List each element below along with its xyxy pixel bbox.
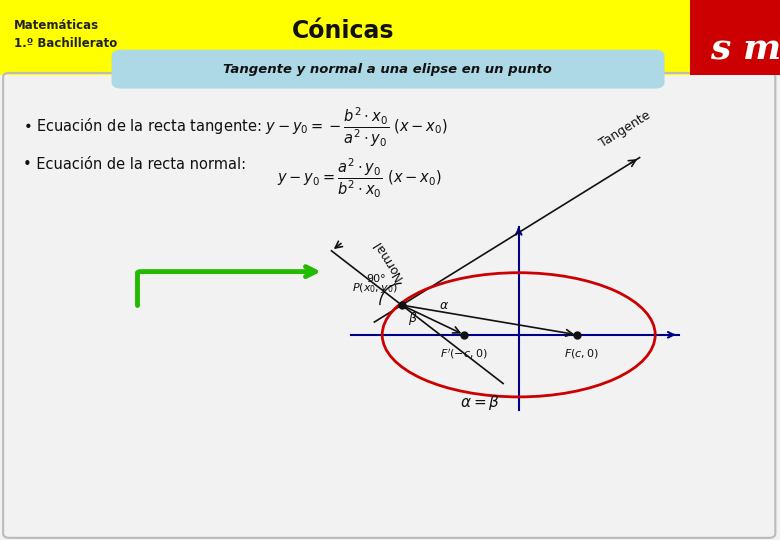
Text: Matemáticas: Matemáticas bbox=[14, 19, 99, 32]
Text: • Ecuación de la recta tangente: $y - y_0 = -\dfrac{b^2 \cdot x_0}{a^2 \cdot y_0: • Ecuación de la recta tangente: $y - y_… bbox=[23, 105, 448, 149]
Text: • Ecuación de la recta normal:: • Ecuación de la recta normal: bbox=[23, 157, 246, 172]
Text: $\alpha = \beta$: $\alpha = \beta$ bbox=[459, 393, 500, 412]
Text: $F(c, 0)$: $F(c, 0)$ bbox=[564, 347, 598, 360]
Text: $y - y_0 = \dfrac{a^2 \cdot y_0}{b^2 \cdot x_0}\ (x - x_0)$: $y - y_0 = \dfrac{a^2 \cdot y_0}{b^2 \cd… bbox=[277, 157, 441, 200]
Bar bbox=[690, 0, 780, 75]
Text: Tangente: Tangente bbox=[597, 108, 654, 150]
FancyBboxPatch shape bbox=[112, 50, 665, 89]
Bar bbox=[0, 75, 780, 540]
Text: 1.º Bachillerato: 1.º Bachillerato bbox=[14, 37, 117, 50]
Text: 90°: 90° bbox=[367, 274, 386, 285]
Text: Tangente y normal a una elipse en un punto: Tangente y normal a una elipse en un pun… bbox=[223, 63, 552, 76]
Text: $\beta$: $\beta$ bbox=[408, 310, 417, 327]
Text: $F'(-c, 0)$: $F'(-c, 0)$ bbox=[440, 347, 488, 361]
Text: s: s bbox=[710, 32, 730, 66]
Text: m: m bbox=[743, 32, 780, 66]
Text: $\alpha$: $\alpha$ bbox=[439, 299, 449, 313]
Text: $P(x_0, y_0)$: $P(x_0, y_0)$ bbox=[352, 281, 398, 295]
Bar bbox=[0, 0, 780, 75]
Text: Cónicas: Cónicas bbox=[292, 19, 395, 43]
Text: Normal: Normal bbox=[370, 237, 406, 282]
